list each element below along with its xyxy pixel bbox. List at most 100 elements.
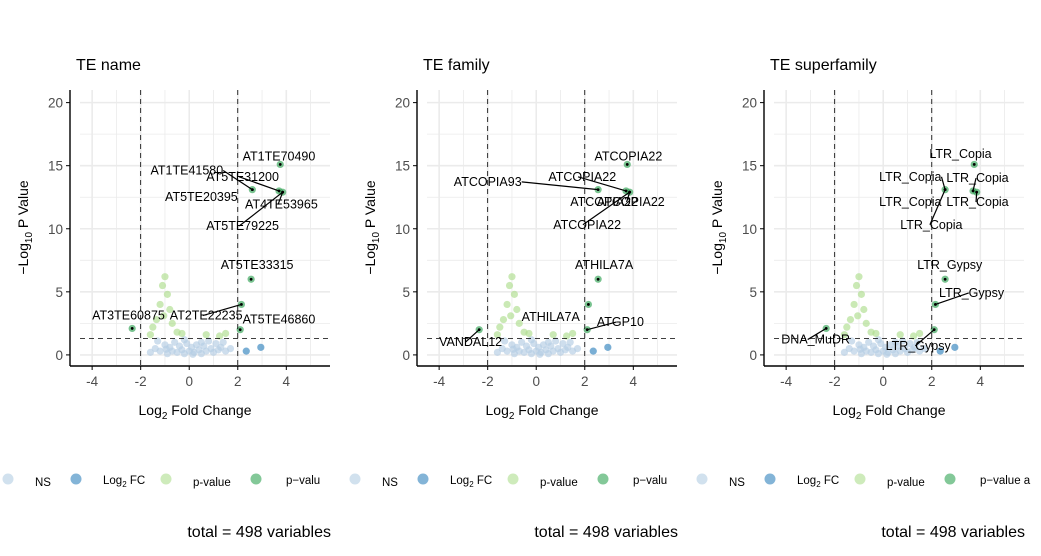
x-tick-label: 2	[928, 374, 936, 389]
legend-label-both: p−valu	[286, 475, 320, 487]
pvalue-point	[493, 331, 501, 339]
point-label: LTR_Copia	[879, 170, 941, 184]
y-tick-label: 0	[55, 348, 63, 363]
label-connector	[238, 191, 284, 227]
x-tick-label: -2	[135, 374, 147, 389]
pvalue-point	[855, 273, 863, 281]
x-tick-label: 4	[630, 374, 638, 389]
legend-label-pvalue: p-value	[887, 477, 925, 489]
y-tick-label: 20	[742, 96, 757, 111]
pvalue-point	[850, 300, 858, 309]
legend-key-ns	[349, 473, 361, 485]
ns-point	[559, 339, 567, 348]
label-anchor-dot	[972, 163, 976, 166]
pvalue-point	[152, 315, 161, 324]
point-label: ATGP10	[597, 315, 644, 329]
y-tick-label: 5	[749, 285, 757, 300]
point-label: AT2TE22235	[170, 309, 243, 323]
y-tick-label: 10	[48, 222, 63, 237]
legend-key-log2fc	[417, 473, 429, 485]
label-connector	[587, 321, 617, 331]
label-anchor-dot	[249, 277, 253, 281]
legend-label-ns: NS	[35, 477, 51, 489]
point-label: VANDAL12	[439, 335, 502, 349]
ns-point	[527, 336, 535, 344]
ns-point	[518, 338, 526, 346]
label-connector	[972, 177, 977, 192]
log2fc-point	[951, 343, 959, 351]
y-tick-label: 0	[402, 348, 410, 363]
label-connector	[914, 329, 935, 347]
label-anchor-dot	[277, 189, 281, 193]
point-label: LTR_Copia	[929, 147, 991, 161]
ns-point	[189, 350, 197, 358]
ns-point	[850, 347, 858, 355]
legend-key-pvalue	[160, 473, 172, 485]
pvalue-point	[160, 312, 168, 320]
legend-key-log2fc	[70, 473, 82, 485]
legend-label-ns: NS	[382, 477, 398, 489]
ns-point	[552, 337, 560, 345]
label-anchor-dot	[477, 328, 481, 332]
log2fc-point	[242, 347, 250, 355]
label-connector	[929, 189, 946, 225]
legend-key-both	[944, 473, 956, 485]
pvalue-point	[499, 315, 508, 324]
log2fc-point	[936, 347, 944, 355]
label-anchor-dot	[625, 163, 629, 166]
legend-label-log2fc: Log2 FC	[103, 475, 145, 489]
legend-key-ns	[2, 473, 14, 485]
y-tick-label: 20	[48, 96, 63, 111]
label-connector	[465, 329, 480, 343]
panel-title: TE name	[76, 57, 141, 74]
ns-point	[883, 350, 891, 358]
pvalue-point	[909, 332, 918, 340]
pvalue-point	[843, 323, 851, 331]
ns-point	[544, 338, 552, 346]
y-tick-label: 5	[55, 285, 63, 300]
point-label: LTR_Copia	[900, 218, 962, 232]
total-variables-caption: total = 498 variables	[187, 524, 331, 541]
legend-key-log2fc	[764, 473, 776, 485]
point-label: ATCOPIA22	[594, 150, 662, 164]
legend-key-pvalue	[507, 473, 519, 485]
y-tick-label: 10	[742, 222, 757, 237]
label-connector	[239, 176, 280, 192]
ns-point	[920, 345, 929, 353]
ns-point	[219, 338, 227, 346]
legend: NS Log2 FC p-value p−valu	[349, 473, 667, 489]
x-tick-label: 0	[879, 374, 887, 389]
legend-key-both	[597, 473, 609, 485]
pvalue-point	[146, 331, 154, 339]
x-tick-label: -4	[433, 374, 445, 389]
label-connector	[577, 176, 627, 192]
ns-point	[566, 338, 574, 346]
ns-point	[226, 345, 235, 353]
label-anchor-dot	[975, 190, 979, 194]
y-axis-label: −Log10 P Value	[362, 180, 382, 275]
ns-point	[171, 338, 179, 346]
label-anchor-dot	[596, 277, 600, 281]
ns-point	[856, 345, 864, 353]
pvalue-point	[513, 305, 521, 314]
legend-label-pvalue: p-value	[540, 477, 578, 489]
pvalue-point	[161, 273, 169, 281]
pvalue-point	[156, 300, 164, 309]
label-anchor-dot	[585, 328, 589, 332]
ns-point	[891, 338, 899, 346]
x-tick-label: 2	[234, 374, 242, 389]
point-label: LTR_Copia	[946, 195, 1008, 209]
ns-point	[205, 337, 213, 345]
point-label: AT5TE33315	[221, 258, 294, 272]
panel-title: TE superfamily	[770, 57, 877, 74]
pvalue-point	[896, 331, 904, 339]
label-connector	[975, 192, 978, 203]
label-anchor-dot	[943, 188, 947, 192]
label-anchor-dot	[934, 303, 937, 306]
y-tick-label: 15	[742, 159, 757, 174]
label-connector	[582, 191, 631, 226]
pvalue-point	[515, 319, 523, 327]
point-label: AT4TE53965	[245, 198, 318, 212]
pvalue-point	[215, 332, 224, 340]
